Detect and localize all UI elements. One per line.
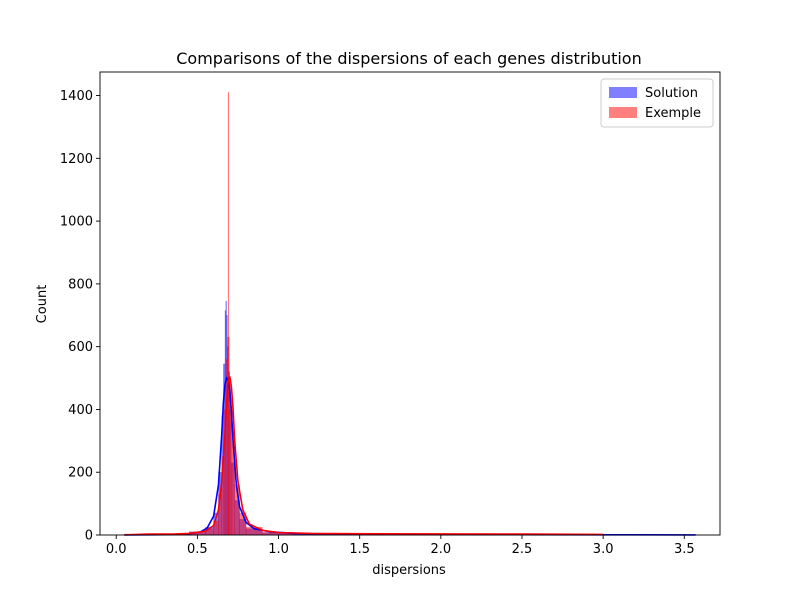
x-tick-label: 2.0	[430, 542, 451, 557]
y-tick-label: 600	[68, 340, 93, 355]
x-tick-label: 1.5	[349, 542, 370, 557]
plot-area	[124, 92, 700, 535]
x-tick-label: 3.0	[593, 542, 614, 557]
axes-frame	[100, 72, 720, 535]
y-tick-label: 0	[85, 529, 93, 544]
x-tick-label: 0.5	[187, 542, 208, 557]
x-tick-label: 1.0	[268, 542, 289, 557]
legend-label-solution: Solution	[645, 86, 698, 101]
series-exemple-bars	[124, 92, 603, 535]
x-tick-label: 0.0	[106, 542, 127, 557]
series-solution-kde-line	[124, 378, 695, 535]
y-tick-label: 1400	[60, 89, 93, 104]
legend-label-exemple: Exemple	[645, 106, 701, 121]
y-tick-label: 800	[68, 277, 93, 292]
series-exemple-kde-line	[124, 376, 603, 534]
legend: Solution Exemple	[601, 79, 713, 127]
axes: 0.0 0.5 1.0 1.5 2.0 2.5 3.0 3.5 0 200 400 600 800 100…	[60, 72, 720, 557]
y-tick-label: 400	[68, 403, 93, 418]
y-tick-label: 200	[68, 466, 93, 481]
y-axis-label: Count	[35, 285, 50, 324]
legend-swatch-solution	[609, 87, 637, 98]
y-tick-label: 1000	[60, 215, 93, 230]
x-tick-label: 3.5	[674, 542, 695, 557]
y-tick-label: 1200	[60, 152, 93, 167]
x-axis-label: dispersions	[372, 563, 446, 578]
x-tick-label: 2.5	[512, 542, 533, 557]
series-solution-bars	[124, 301, 700, 535]
legend-swatch-exemple	[609, 107, 637, 118]
chart-title: Comparisons of the dispersions of each g…	[176, 49, 641, 68]
